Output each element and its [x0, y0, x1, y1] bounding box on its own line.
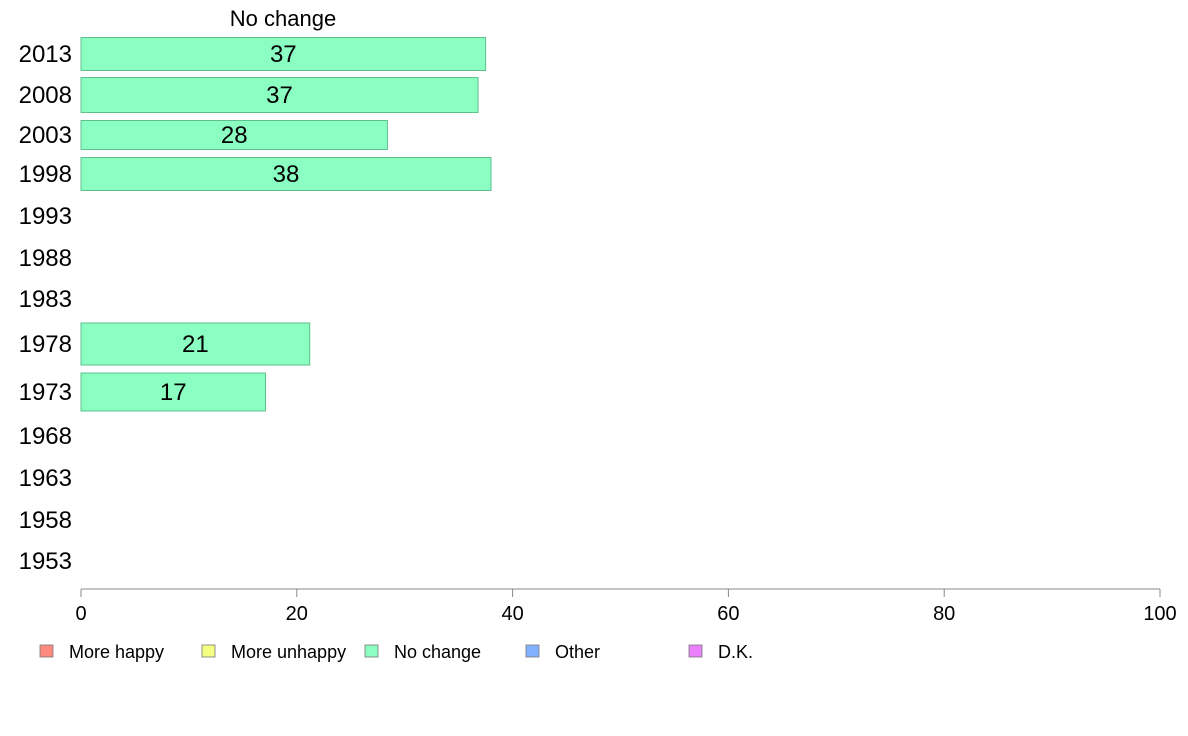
- bars: [80, 37, 492, 412]
- legend-label: More unhappy: [231, 642, 346, 662]
- y-tick-label: 2003: [19, 122, 72, 149]
- legend-label: More happy: [69, 642, 164, 662]
- data-label: 37: [266, 82, 293, 109]
- y-tick-label: 2013: [19, 41, 72, 68]
- legend-swatch: [525, 644, 540, 658]
- legend-swatch: [39, 644, 54, 658]
- data-label: 21: [182, 331, 209, 358]
- y-tick-label: 1993: [19, 203, 72, 230]
- bar: [80, 372, 267, 412]
- x-tick-label: 60: [717, 603, 739, 625]
- legend-label: Other: [555, 642, 600, 662]
- legend-label: No change: [394, 642, 481, 662]
- y-tick-label: 1953: [19, 548, 72, 575]
- y-tick-label: 1998: [19, 161, 72, 188]
- chart-title: No change: [230, 6, 336, 31]
- y-tick-label: 1988: [19, 245, 72, 272]
- legend-swatch: [688, 644, 703, 658]
- y-axis-labels: 2013 2008 2003 1998 1993 1988 1983 1978 1973 1968…: [19, 41, 72, 575]
- y-tick-label: 1968: [19, 423, 72, 450]
- y-tick-label: 1973: [19, 379, 72, 406]
- bar: [80, 157, 492, 191]
- legend-swatch: [201, 644, 216, 658]
- data-label: 37: [270, 41, 297, 68]
- y-tick-label: 1963: [19, 465, 72, 492]
- value-labels: 37 37 28 38 21 17: [160, 41, 299, 406]
- data-label: 17: [160, 379, 187, 406]
- bar: [80, 322, 311, 366]
- bar: [80, 37, 487, 71]
- legend: More happy More unhappy No change Other D.K.: [39, 642, 753, 662]
- bar: [80, 120, 388, 150]
- x-tick-label: 0: [75, 603, 86, 625]
- legend-label: D.K.: [718, 642, 753, 662]
- x-axis: 0 20 40 60 80 100: [75, 588, 1177, 625]
- legend-swatch: [364, 644, 379, 658]
- y-tick-label: 1958: [19, 507, 72, 534]
- x-tick-label: 20: [286, 603, 308, 625]
- data-label: 38: [273, 161, 300, 188]
- x-tick-label: 80: [933, 603, 955, 625]
- y-tick-label: 1983: [19, 286, 72, 313]
- x-tick-label: 40: [501, 603, 523, 625]
- y-tick-label: 1978: [19, 331, 72, 358]
- data-label: 28: [221, 122, 248, 149]
- x-tick-label: 100: [1143, 603, 1176, 625]
- bar: [80, 77, 479, 113]
- y-tick-label: 2008: [19, 82, 72, 109]
